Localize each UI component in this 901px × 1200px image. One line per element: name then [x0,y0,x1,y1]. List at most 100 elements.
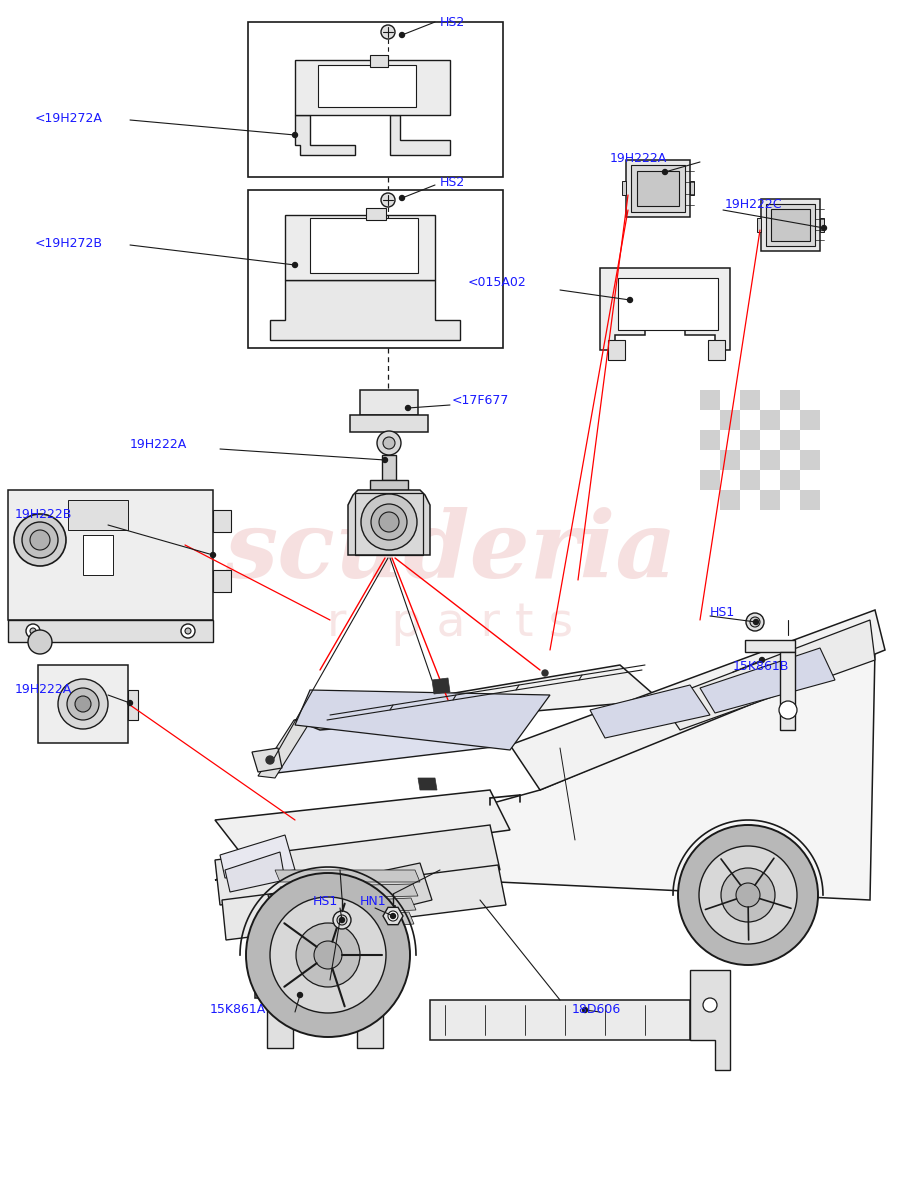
Text: 19H222A: 19H222A [610,152,668,164]
Circle shape [314,941,342,970]
Bar [340,905,395,925]
Circle shape [383,437,395,449]
Bar [740,390,760,410]
Text: 19H222A: 19H222A [130,438,187,451]
Polygon shape [8,490,213,620]
Circle shape [721,868,775,922]
Polygon shape [295,665,660,730]
Polygon shape [220,835,295,878]
Circle shape [377,431,401,455]
Polygon shape [213,570,231,592]
Circle shape [30,530,50,550]
Polygon shape [690,970,730,1070]
Bar [780,390,800,410]
Text: <015A02: <015A02 [468,276,527,289]
Polygon shape [213,510,231,532]
Circle shape [399,32,405,37]
Polygon shape [745,640,795,652]
Polygon shape [637,170,679,206]
Circle shape [26,624,40,638]
Circle shape [270,898,386,1013]
Polygon shape [600,268,730,350]
Bar [740,430,760,450]
Polygon shape [8,620,213,642]
Polygon shape [418,778,437,790]
Bar [720,490,740,510]
Polygon shape [700,648,835,713]
Circle shape [371,504,407,540]
Polygon shape [690,181,694,194]
Polygon shape [285,215,435,280]
Bar [720,410,740,430]
Polygon shape [382,455,396,480]
Circle shape [185,628,191,634]
Circle shape [703,998,717,1012]
Text: <19H272B: <19H272B [35,236,103,250]
Polygon shape [357,998,383,1048]
Circle shape [181,624,195,638]
Polygon shape [270,280,460,340]
Polygon shape [370,480,408,490]
Polygon shape [258,720,310,778]
Bar [800,490,820,510]
Polygon shape [260,685,550,775]
Circle shape [266,756,274,764]
Polygon shape [267,998,293,1048]
Text: 15K861A: 15K861A [210,1003,267,1016]
Circle shape [297,992,303,997]
Circle shape [28,630,52,654]
Polygon shape [275,870,420,882]
Circle shape [381,25,395,38]
Bar [760,410,780,430]
Text: HN1: HN1 [360,895,387,908]
Bar [370,55,388,67]
Polygon shape [360,390,418,415]
Polygon shape [757,218,761,232]
Text: 15K861B: 15K861B [733,660,789,673]
Circle shape [736,883,760,907]
Circle shape [388,911,398,922]
Polygon shape [608,340,625,360]
Polygon shape [761,199,820,251]
Polygon shape [350,415,428,432]
Polygon shape [622,181,626,194]
Polygon shape [280,884,418,899]
Polygon shape [383,907,403,925]
Text: <19H272A: <19H272A [35,112,103,125]
Circle shape [381,193,395,206]
Text: 19H222B: 19H222B [15,508,72,521]
Polygon shape [771,209,810,241]
Circle shape [699,846,797,944]
Polygon shape [215,790,510,865]
Circle shape [390,913,396,918]
Polygon shape [215,650,875,900]
Circle shape [333,911,351,929]
Text: HS1: HS1 [313,895,338,908]
Text: HS2: HS2 [440,176,465,188]
Polygon shape [252,748,282,772]
Bar [248,22,503,176]
Polygon shape [222,865,506,940]
Circle shape [405,406,411,410]
Polygon shape [820,218,824,232]
Bar [700,430,720,450]
Text: HS1: HS1 [710,606,735,619]
Circle shape [337,914,347,925]
Circle shape [67,688,99,720]
Circle shape [293,132,297,138]
Polygon shape [430,1000,690,1040]
Polygon shape [38,665,128,743]
Circle shape [293,263,297,268]
Polygon shape [285,898,416,916]
Circle shape [399,196,405,200]
Polygon shape [215,826,500,905]
Bar [700,470,720,490]
Circle shape [753,619,759,624]
Circle shape [746,613,764,631]
Circle shape [22,522,58,558]
Bar [800,410,820,430]
Circle shape [296,923,360,986]
Text: r   p a r t s: r p a r t s [327,601,574,647]
Circle shape [662,169,668,174]
Circle shape [583,1008,587,1013]
